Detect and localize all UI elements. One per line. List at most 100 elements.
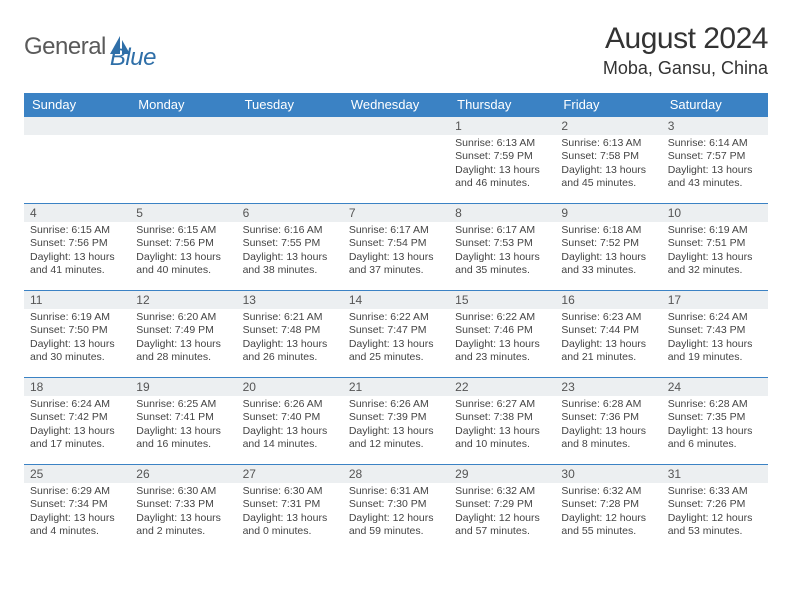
day-cell: 29Sunrise: 6:32 AMSunset: 7:29 PMDayligh… (449, 465, 555, 551)
weekday-header: Wednesday (343, 93, 449, 117)
day-number: 30 (555, 465, 661, 483)
day-content: Sunrise: 6:26 AMSunset: 7:40 PMDaylight:… (237, 396, 343, 456)
day-content: Sunrise: 6:22 AMSunset: 7:47 PMDaylight:… (343, 309, 449, 369)
logo: General Blue (24, 22, 156, 72)
sunrise-text: Sunrise: 6:25 AM (136, 398, 230, 411)
weekday-header: Thursday (449, 93, 555, 117)
day-content: Sunrise: 6:24 AMSunset: 7:43 PMDaylight:… (662, 309, 768, 369)
day-cell: 4Sunrise: 6:15 AMSunset: 7:56 PMDaylight… (24, 204, 130, 290)
sunset-text: Sunset: 7:39 PM (349, 411, 443, 424)
day-cell: 7Sunrise: 6:17 AMSunset: 7:54 PMDaylight… (343, 204, 449, 290)
day-number: 29 (449, 465, 555, 483)
weekday-header: Tuesday (237, 93, 343, 117)
day-cell: 10Sunrise: 6:19 AMSunset: 7:51 PMDayligh… (662, 204, 768, 290)
sunset-text: Sunset: 7:54 PM (349, 237, 443, 250)
day-number: 23 (555, 378, 661, 396)
day-cell: 28Sunrise: 6:31 AMSunset: 7:30 PMDayligh… (343, 465, 449, 551)
sunset-text: Sunset: 7:44 PM (561, 324, 655, 337)
day-content: Sunrise: 6:15 AMSunset: 7:56 PMDaylight:… (130, 222, 236, 282)
day-cell: 19Sunrise: 6:25 AMSunset: 7:41 PMDayligh… (130, 378, 236, 464)
day-content: Sunrise: 6:23 AMSunset: 7:44 PMDaylight:… (555, 309, 661, 369)
day-cell: 22Sunrise: 6:27 AMSunset: 7:38 PMDayligh… (449, 378, 555, 464)
day-number: 9 (555, 204, 661, 222)
sunrise-text: Sunrise: 6:23 AM (561, 311, 655, 324)
sunset-text: Sunset: 7:42 PM (30, 411, 124, 424)
day-content: Sunrise: 6:15 AMSunset: 7:56 PMDaylight:… (24, 222, 130, 282)
sunrise-text: Sunrise: 6:22 AM (455, 311, 549, 324)
daylight-text: Daylight: 12 hours and 57 minutes. (455, 512, 549, 539)
day-content: Sunrise: 6:32 AMSunset: 7:28 PMDaylight:… (555, 483, 661, 543)
sunset-text: Sunset: 7:57 PM (668, 150, 762, 163)
sunrise-text: Sunrise: 6:19 AM (668, 224, 762, 237)
sunset-text: Sunset: 7:34 PM (30, 498, 124, 511)
daylight-text: Daylight: 13 hours and 0 minutes. (243, 512, 337, 539)
day-number: 27 (237, 465, 343, 483)
day-cell (343, 117, 449, 203)
sunrise-text: Sunrise: 6:16 AM (243, 224, 337, 237)
day-content: Sunrise: 6:13 AMSunset: 7:59 PMDaylight:… (449, 135, 555, 195)
day-number: 2 (555, 117, 661, 135)
sunset-text: Sunset: 7:56 PM (30, 237, 124, 250)
day-cell: 20Sunrise: 6:26 AMSunset: 7:40 PMDayligh… (237, 378, 343, 464)
day-cell (24, 117, 130, 203)
sunrise-text: Sunrise: 6:31 AM (349, 485, 443, 498)
daylight-text: Daylight: 13 hours and 16 minutes. (136, 425, 230, 452)
day-number: 20 (237, 378, 343, 396)
daylight-text: Daylight: 13 hours and 41 minutes. (30, 251, 124, 278)
sunset-text: Sunset: 7:58 PM (561, 150, 655, 163)
day-cell: 3Sunrise: 6:14 AMSunset: 7:57 PMDaylight… (662, 117, 768, 203)
daylight-text: Daylight: 13 hours and 4 minutes. (30, 512, 124, 539)
sunrise-text: Sunrise: 6:30 AM (136, 485, 230, 498)
weekday-header: Saturday (662, 93, 768, 117)
day-content: Sunrise: 6:28 AMSunset: 7:36 PMDaylight:… (555, 396, 661, 456)
day-cell: 31Sunrise: 6:33 AMSunset: 7:26 PMDayligh… (662, 465, 768, 551)
calendar-page: General Blue August 2024 Moba, Gansu, Ch… (0, 0, 792, 551)
day-cell: 1Sunrise: 6:13 AMSunset: 7:59 PMDaylight… (449, 117, 555, 203)
day-content: Sunrise: 6:24 AMSunset: 7:42 PMDaylight:… (24, 396, 130, 456)
sunrise-text: Sunrise: 6:26 AM (349, 398, 443, 411)
sunset-text: Sunset: 7:40 PM (243, 411, 337, 424)
daylight-text: Daylight: 13 hours and 32 minutes. (668, 251, 762, 278)
day-content: Sunrise: 6:22 AMSunset: 7:46 PMDaylight:… (449, 309, 555, 369)
day-cell: 21Sunrise: 6:26 AMSunset: 7:39 PMDayligh… (343, 378, 449, 464)
daylight-text: Daylight: 13 hours and 28 minutes. (136, 338, 230, 365)
sunrise-text: Sunrise: 6:28 AM (561, 398, 655, 411)
day-number: 24 (662, 378, 768, 396)
day-number (24, 117, 130, 135)
sunrise-text: Sunrise: 6:13 AM (455, 137, 549, 150)
day-content: Sunrise: 6:30 AMSunset: 7:31 PMDaylight:… (237, 483, 343, 543)
sunset-text: Sunset: 7:36 PM (561, 411, 655, 424)
sunrise-text: Sunrise: 6:22 AM (349, 311, 443, 324)
day-content: Sunrise: 6:19 AMSunset: 7:51 PMDaylight:… (662, 222, 768, 282)
day-content: Sunrise: 6:17 AMSunset: 7:53 PMDaylight:… (449, 222, 555, 282)
sunrise-text: Sunrise: 6:32 AM (561, 485, 655, 498)
sunset-text: Sunset: 7:28 PM (561, 498, 655, 511)
day-number: 31 (662, 465, 768, 483)
daylight-text: Daylight: 13 hours and 21 minutes. (561, 338, 655, 365)
week-row: 18Sunrise: 6:24 AMSunset: 7:42 PMDayligh… (24, 378, 768, 465)
daylight-text: Daylight: 13 hours and 8 minutes. (561, 425, 655, 452)
day-number: 25 (24, 465, 130, 483)
daylight-text: Daylight: 13 hours and 30 minutes. (30, 338, 124, 365)
logo-text-general: General (24, 33, 106, 61)
day-content: Sunrise: 6:20 AMSunset: 7:49 PMDaylight:… (130, 309, 236, 369)
sunrise-text: Sunrise: 6:30 AM (243, 485, 337, 498)
day-number: 3 (662, 117, 768, 135)
day-content: Sunrise: 6:25 AMSunset: 7:41 PMDaylight:… (130, 396, 236, 456)
week-row: 4Sunrise: 6:15 AMSunset: 7:56 PMDaylight… (24, 204, 768, 291)
day-number: 28 (343, 465, 449, 483)
sunrise-text: Sunrise: 6:29 AM (30, 485, 124, 498)
sunset-text: Sunset: 7:31 PM (243, 498, 337, 511)
sunrise-text: Sunrise: 6:24 AM (30, 398, 124, 411)
day-number: 13 (237, 291, 343, 309)
daylight-text: Daylight: 13 hours and 38 minutes. (243, 251, 337, 278)
daylight-text: Daylight: 13 hours and 6 minutes. (668, 425, 762, 452)
sunset-text: Sunset: 7:52 PM (561, 237, 655, 250)
daylight-text: Daylight: 13 hours and 33 minutes. (561, 251, 655, 278)
page-header: General Blue August 2024 Moba, Gansu, Ch… (24, 22, 768, 79)
day-cell: 14Sunrise: 6:22 AMSunset: 7:47 PMDayligh… (343, 291, 449, 377)
sunrise-text: Sunrise: 6:15 AM (30, 224, 124, 237)
title-block: August 2024 Moba, Gansu, China (603, 22, 768, 79)
daylight-text: Daylight: 13 hours and 26 minutes. (243, 338, 337, 365)
sunrise-text: Sunrise: 6:13 AM (561, 137, 655, 150)
